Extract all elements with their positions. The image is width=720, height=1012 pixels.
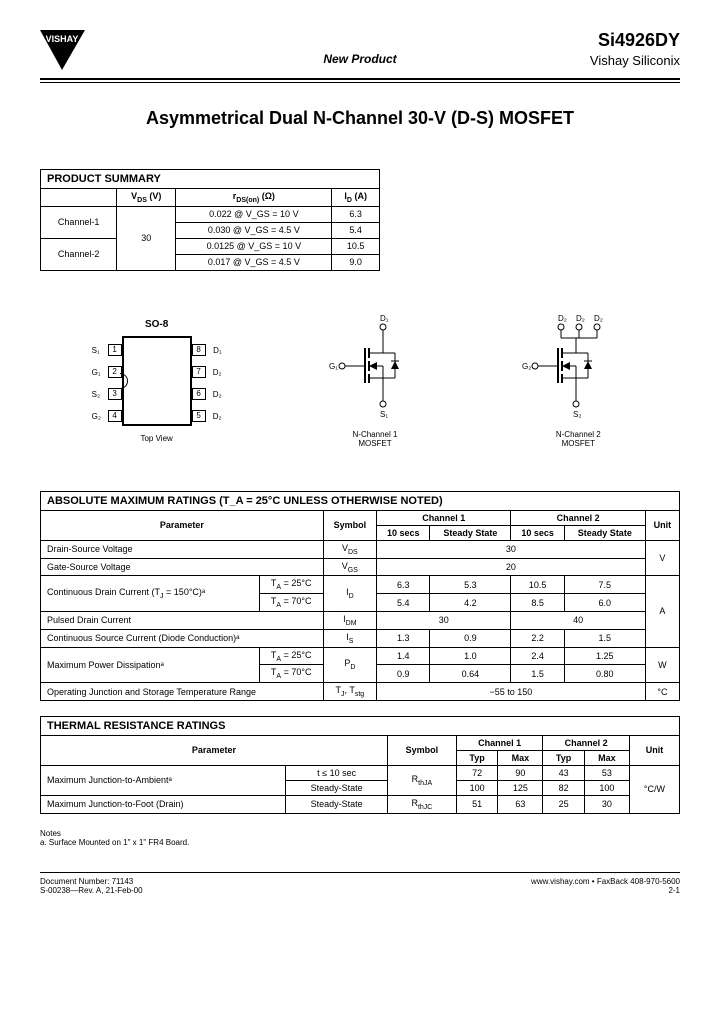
part-number: Si4926DY (590, 30, 680, 51)
vishay-logo: VISHAY (35, 25, 90, 83)
thermal-resistance-table: THERMAL RESISTANCE RATINGS ParameterSymb… (40, 716, 680, 814)
svg-text:D₂: D₂ (576, 314, 585, 323)
diagrams-row: SO-8 1S₁ 2G₁ 3S₂ 4G₂ 8D₁ 7D₂ 6D₂ 5D₂ Top… (40, 311, 680, 451)
svg-text:D₁: D₁ (380, 314, 389, 323)
company-name: Vishay Siliconix (590, 53, 680, 68)
svg-text:G₁: G₁ (329, 362, 338, 371)
mosfet1-schematic: D₁ G₁ S₁ N-Channel 1MOSFET (310, 313, 440, 448)
mosfet2-schematic: D₂ D₂ D₂ G₂ S₂ N-Channel 2MOSFET (513, 313, 643, 448)
page-footer: Document Number: 71143 S-00238—Rev. A, 2… (40, 872, 680, 895)
so8-package-diagram: SO-8 1S₁ 2G₁ 3S₂ 4G₂ 8D₁ 7D₂ 6D₂ 5D₂ Top… (77, 319, 237, 443)
svg-text:VISHAY: VISHAY (46, 34, 79, 44)
product-summary-table: PRODUCT SUMMARY VDS (V)rDS(on) (Ω)ID (A)… (40, 169, 380, 271)
absolute-max-ratings-table: ABSOLUTE MAXIMUM RATINGS (T_A = 25°C UNL… (40, 491, 680, 701)
new-product-label: New Product (323, 52, 396, 66)
mosfet1-label: N-Channel 1MOSFET (310, 430, 440, 448)
svg-text:G₂: G₂ (522, 362, 531, 371)
svg-text:D₂: D₂ (594, 314, 603, 323)
notes-section: Notes a. Surface Mounted on 1" x 1" FR4 … (40, 829, 680, 847)
svg-text:D₂: D₂ (558, 314, 567, 323)
mosfet2-label: N-Channel 2MOSFET (513, 430, 643, 448)
page-title: Asymmetrical Dual N-Channel 30-V (D-S) M… (40, 108, 680, 129)
svg-text:S₂: S₂ (573, 410, 581, 419)
svg-text:S₁: S₁ (380, 410, 388, 419)
